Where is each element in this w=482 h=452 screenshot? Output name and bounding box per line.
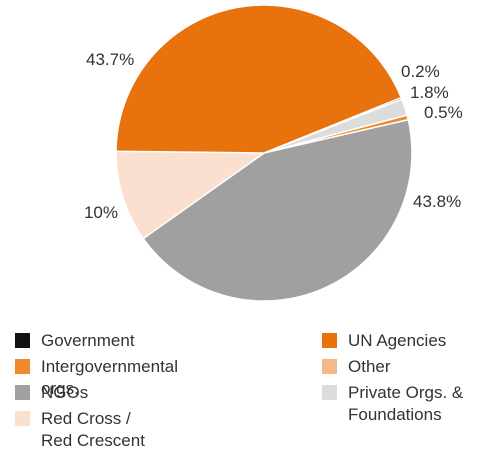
legend-label-intergovernmental: Intergovernmental orgs. — [41, 357, 179, 398]
pie-slice-red-cross-red-crescent — [115, 150, 265, 240]
pie-chart: 0.2% 1.8%0.5% 43.8% 10% 43.7% — [84, 4, 463, 302]
legend-label-other: Other — [348, 357, 391, 376]
legend-swatch-private-orgs — [322, 385, 337, 400]
pie-label-ngos: 43.8% — [413, 192, 461, 211]
legend-item-intergovernmental: Intergovernmental orgs. — [15, 356, 215, 400]
pie-slice-un-agencies — [115, 4, 402, 154]
legend-swatch-intergovernmental — [15, 359, 30, 374]
legend-swatch-other — [322, 359, 337, 374]
legend-swatch-ngos — [15, 385, 30, 400]
legend-item-other: Other — [322, 356, 477, 378]
legend-label-red-cross: Red Cross / Red Crescent — [41, 409, 145, 450]
pie-label-private-orgs-foundations: 1.8% — [410, 83, 449, 102]
legend-item-government: Government — [15, 330, 215, 352]
pie-label-un-agencies: 43.7% — [86, 50, 134, 69]
legend-item-private-orgs: Private Orgs. & Foundations — [322, 382, 477, 426]
pie-slices — [115, 4, 413, 302]
legend-item-ngos: NGOs — [15, 382, 215, 404]
legend-label-un-agencies: UN Agencies — [348, 331, 447, 350]
legend-label-ngos: NGOs — [41, 383, 89, 402]
pie-label-intergovernmental-orgs: 0.5% — [424, 103, 463, 122]
legend-swatch-red-cross — [15, 411, 30, 426]
pie-labels: 0.2% 1.8%0.5% 43.8% 10% 43.7% — [84, 50, 463, 222]
legend-label-private-orgs: Private Orgs. & Foundations — [348, 383, 464, 424]
pie-label-red-cross-red-crescent: 10% — [84, 203, 118, 222]
legend-item-red-cross: Red Cross / Red Crescent — [15, 408, 215, 452]
legend-item-un-agencies: UN Agencies — [322, 330, 477, 352]
legend-swatch-un-agencies — [322, 333, 337, 348]
pie-slice-ngos — [142, 118, 413, 302]
legend-label-government: Government — [41, 331, 135, 350]
legend-swatch-government — [15, 333, 30, 348]
pie-label-government: 0.2% — [401, 62, 440, 81]
